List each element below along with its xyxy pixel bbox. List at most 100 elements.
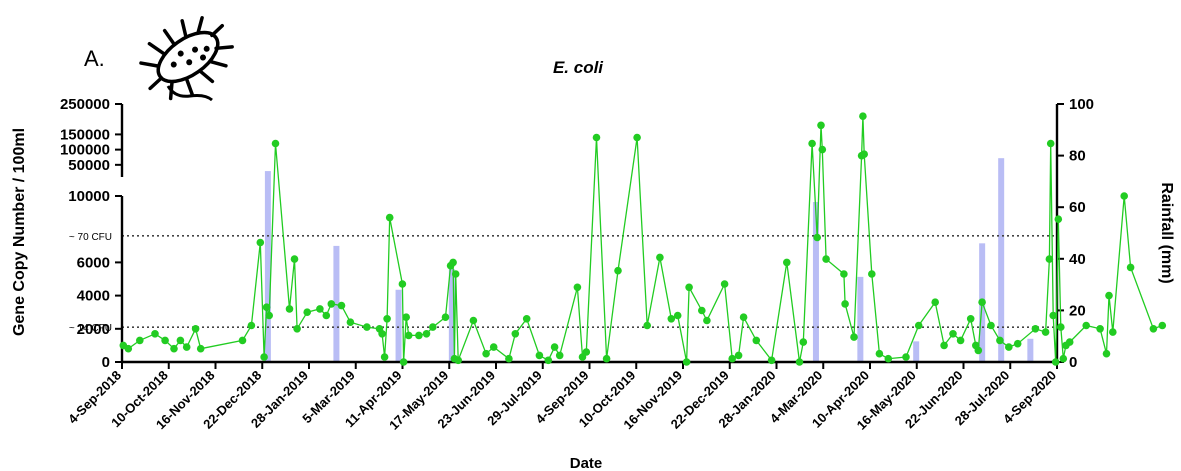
data-point <box>544 356 553 365</box>
data-point <box>949 330 957 338</box>
data-point <box>535 351 544 360</box>
data-point <box>441 313 450 322</box>
bacterium-icon <box>139 16 234 101</box>
data-point <box>822 255 830 263</box>
y-left-tick-label: 4000 <box>77 288 110 305</box>
data-point <box>859 112 867 120</box>
data-point <box>673 311 682 320</box>
data-point <box>795 358 804 366</box>
data-point <box>378 330 386 338</box>
data-point <box>1059 354 1068 363</box>
data-point <box>1158 321 1167 330</box>
data-point <box>1046 139 1055 148</box>
rainfall-bar <box>264 171 271 362</box>
data-point <box>303 308 312 317</box>
data-point <box>1013 339 1022 348</box>
data-point <box>285 305 294 313</box>
data-point <box>808 139 816 148</box>
data-point <box>667 315 676 323</box>
data-point <box>398 280 407 288</box>
data-point <box>124 344 133 353</box>
data-point <box>767 356 776 365</box>
data-point <box>136 336 144 345</box>
data-point <box>720 280 729 288</box>
y-left-tick-label: 2000 <box>77 321 110 338</box>
data-point <box>573 283 582 292</box>
data-point <box>643 321 651 330</box>
data-point <box>987 321 995 330</box>
reference-line-label: ~ 70 CFU <box>69 232 112 243</box>
data-point <box>817 121 825 130</box>
bacterium-tail-icon <box>166 85 213 102</box>
data-point <box>238 336 247 345</box>
data-point <box>1051 358 1060 366</box>
y-left-tick-label: 0 <box>102 354 110 371</box>
data-point <box>451 270 460 278</box>
series-line <box>122 116 1163 363</box>
y-right-tick-label: 20 <box>1069 302 1086 319</box>
data-point <box>176 336 185 345</box>
data-point <box>840 270 848 278</box>
data-point <box>841 300 849 308</box>
data-point <box>1126 263 1135 272</box>
data-point <box>383 315 391 323</box>
y-right-tick-label: 80 <box>1069 148 1086 165</box>
data-point <box>151 330 159 338</box>
data-point <box>783 258 791 267</box>
data-point <box>290 255 299 263</box>
data-point <box>1065 338 1074 346</box>
data-point <box>1102 349 1111 358</box>
data-point <box>262 303 271 312</box>
data-point <box>728 354 736 363</box>
data-point <box>940 341 948 350</box>
data-point <box>422 330 431 338</box>
data-point <box>813 233 821 242</box>
rainfall-bar <box>857 276 864 362</box>
data-point <box>734 351 743 360</box>
y-left-tick-label: 10000 <box>68 188 110 205</box>
data-point <box>380 353 389 361</box>
data-point <box>337 301 346 310</box>
data-point <box>1049 311 1057 320</box>
data-point <box>582 348 591 356</box>
data-point <box>860 150 868 158</box>
y-right-tick-label: 60 <box>1069 199 1086 216</box>
data-point <box>271 139 280 148</box>
data-point <box>522 315 531 323</box>
chart-title: E. coli <box>553 58 604 77</box>
data-point <box>884 354 893 363</box>
data-point <box>685 283 693 292</box>
data-point <box>682 358 691 366</box>
data-point <box>868 270 876 278</box>
data-point <box>931 298 939 307</box>
rainfall-bar <box>998 158 1005 362</box>
data-point <box>469 316 478 325</box>
data-point <box>265 311 274 320</box>
data-point <box>1031 325 1040 333</box>
y-left-tick-label: 100000 <box>60 142 110 159</box>
y-right-tick-label: 100 <box>1069 96 1094 113</box>
y-axis-label-right: Rainfall (mm) <box>1158 182 1175 283</box>
data-point <box>170 344 178 353</box>
data-point <box>196 344 205 353</box>
rainfall-bar <box>333 245 340 362</box>
data-point <box>489 343 498 351</box>
x-axis-label: Date <box>570 455 603 471</box>
data-point <box>256 238 265 247</box>
rainfall-bar <box>448 269 455 362</box>
data-point <box>966 315 975 323</box>
data-point <box>956 336 965 345</box>
data-point <box>633 133 641 142</box>
rainfall-bar <box>913 341 920 362</box>
data-point <box>293 325 301 333</box>
data-point <box>698 306 706 315</box>
data-point <box>614 266 622 275</box>
data-point <box>415 331 423 340</box>
data-point <box>247 321 256 330</box>
data-point <box>182 343 191 351</box>
data-point <box>191 325 200 333</box>
data-point <box>996 336 1004 345</box>
data-point <box>1057 323 1065 331</box>
data-point <box>602 354 611 363</box>
